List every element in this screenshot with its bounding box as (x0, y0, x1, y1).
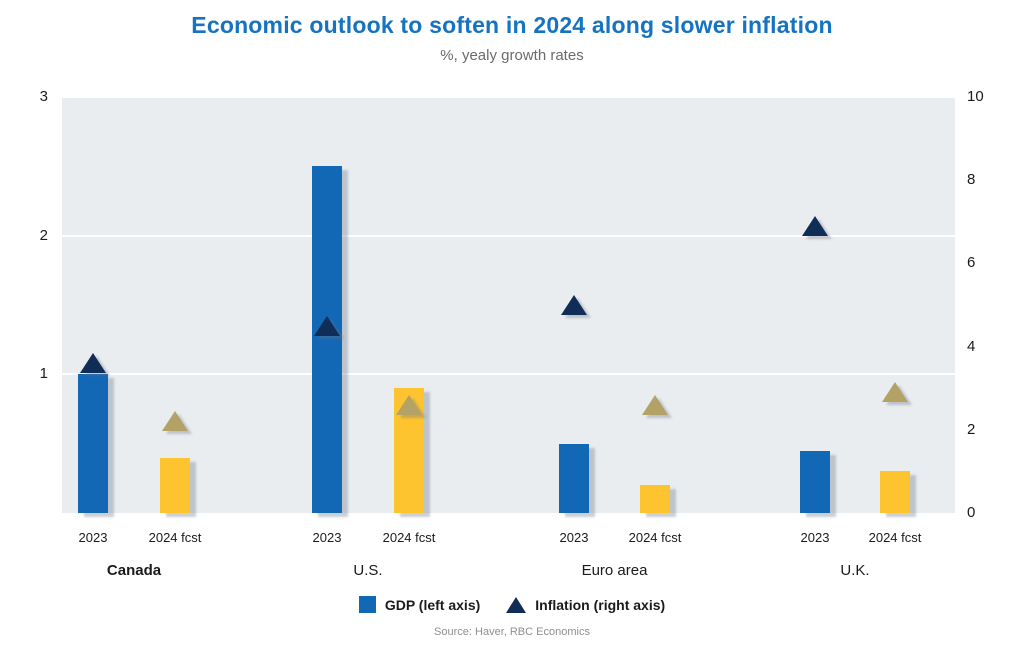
x-tick-label: 2024 fcst (148, 530, 202, 545)
plot-area (62, 96, 955, 513)
gridline-2 (62, 234, 955, 237)
gdp-bar-euroarea-2023 (559, 443, 589, 513)
right-axis-tick-6: 6 (967, 254, 976, 272)
inflation-marker-canada-2024 (162, 411, 188, 432)
left-axis-tick-1: 1 (39, 365, 48, 383)
country-label-canada: Canada (106, 562, 162, 579)
gridline-3 (62, 96, 955, 98)
inflation-marker-us-2024 (396, 394, 422, 415)
gdp-bar-uk-2024 (880, 471, 910, 513)
left-axis-tick-2: 2 (39, 226, 48, 244)
inflation-marker-euroarea-2024 (642, 394, 668, 415)
left-axis-tick-3: 3 (39, 88, 48, 105)
gdp-bar-us-2023 (312, 166, 342, 513)
x-tick-label: 2023 (800, 530, 830, 545)
inflation-marker-euroarea-2023 (561, 295, 587, 315)
gdp-legend-label: GDP (left axis) (384, 596, 481, 613)
x-tick-label: 2023 (312, 530, 342, 545)
right-axis-tick-10: 10 (967, 88, 984, 105)
country-label-us: U.S. (353, 562, 383, 579)
source-note: Source: Haver, RBC Economics (434, 626, 590, 638)
legend: GDP (left axis) Inflation (right axis) (0, 596, 1024, 613)
x-tick-label: 2023 (559, 530, 589, 545)
gridline-1 (62, 373, 955, 376)
right-axis-tick-0: 0 (967, 504, 976, 521)
inflation-marker-us-2023 (314, 315, 340, 336)
gdp-bar-euroarea-2024 (640, 485, 670, 513)
inflation-legend-label: Inflation (right axis) (535, 596, 666, 613)
x-tick-label: 2023 (78, 530, 108, 545)
chart-subtitle: %, yealy growth rates (440, 47, 584, 64)
inflation-legend-triangle-icon (506, 596, 527, 613)
gdp-bar-canada-2024 (160, 457, 190, 513)
country-label-uk: U.K. (840, 562, 870, 579)
gdp-bar-uk-2023 (800, 450, 830, 513)
gdp-legend-swatch-icon (358, 596, 376, 613)
inflation-marker-uk-2023 (802, 215, 828, 236)
gdp-bar-canada-2023 (78, 374, 108, 513)
inflation-marker-uk-2024 (882, 382, 908, 403)
right-axis-tick-8: 8 (967, 171, 976, 189)
chart-title: Economic outlook to soften in 2024 along… (191, 12, 833, 38)
x-tick-label: 2024 fcst (868, 530, 922, 545)
right-axis-tick-2: 2 (967, 420, 976, 438)
right-axis-tick-4: 4 (967, 337, 976, 355)
inflation-marker-canada-2023 (80, 353, 106, 374)
x-tick-label: 2024 fcst (382, 530, 436, 545)
x-tick-label: 2024 fcst (628, 530, 682, 545)
country-label-euroarea: Euro area (581, 562, 648, 579)
